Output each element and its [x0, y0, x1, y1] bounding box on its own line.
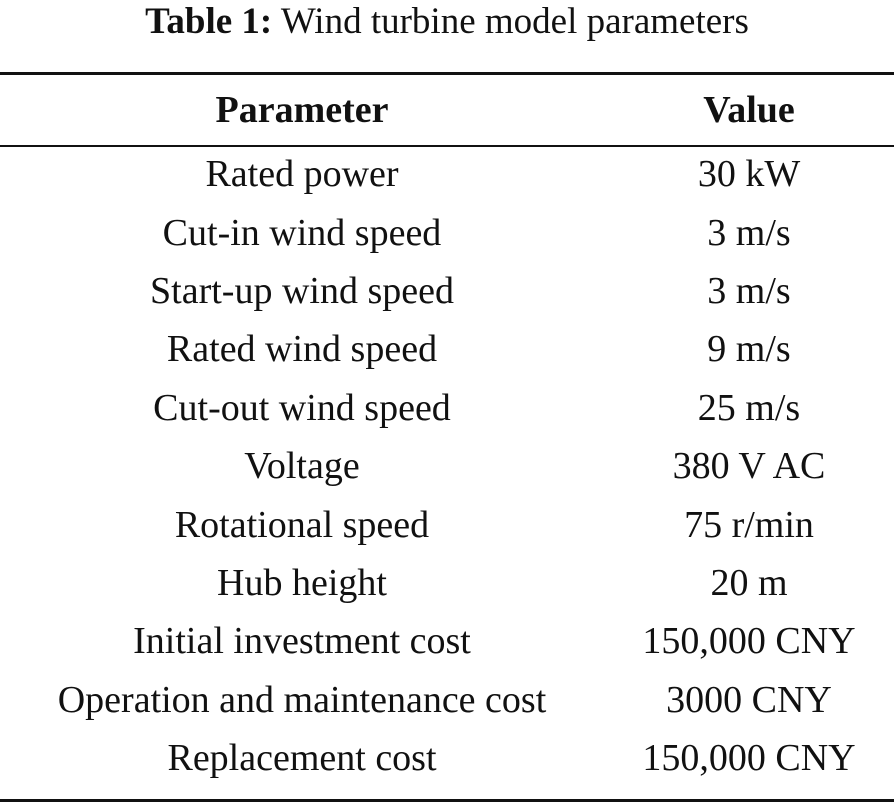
value-cell: 75 r/min — [684, 503, 814, 546]
table-row: Rated wind speed 9 m/s — [0, 320, 894, 378]
parameter-cell: Rotational speed — [174, 503, 430, 546]
parameter-cell: Start-up wind speed — [150, 269, 454, 312]
value-cell: 150,000 CNY — [642, 737, 856, 780]
table-row: Replacement cost 150,000 CNY — [0, 729, 894, 787]
value-cell: 380 V AC — [672, 445, 826, 488]
parameter-cell: Hub height — [217, 561, 387, 604]
header-parameter: Parameter — [215, 89, 389, 131]
parameter-cell: Initial investment cost — [133, 620, 471, 663]
table-row: Operation and maintenance cost 3000 CNY — [0, 671, 894, 729]
caption-label: Table 1: — [145, 1, 273, 42]
table-bottom-rule — [0, 799, 894, 802]
parameter-cell: Cut-in wind speed — [162, 211, 442, 254]
caption-text: Wind turbine model parameters — [280, 1, 749, 42]
parameter-cell: Cut-out wind speed — [153, 386, 451, 429]
value-cell: 30 kW — [697, 153, 801, 196]
table-row: Start-up wind speed 3 m/s — [0, 262, 894, 320]
value-cell: 3000 CNY — [666, 678, 832, 721]
value-cell: 150,000 CNY — [642, 620, 856, 663]
table-row: Hub height 20 m — [0, 554, 894, 612]
parameter-cell: Operation and maintenance cost — [57, 678, 547, 721]
value-cell: 9 m/s — [707, 328, 791, 371]
table-header-row: Parameter Value — [0, 75, 894, 145]
table-row: Initial investment cost 150,000 CNY — [0, 612, 894, 670]
table-row: Cut-out wind speed 25 m/s — [0, 379, 894, 437]
parameter-cell: Rated power — [205, 153, 399, 196]
parameter-cell: Rated wind speed — [166, 328, 438, 371]
parameter-cell: Replacement cost — [167, 737, 437, 780]
value-cell: 20 m — [710, 561, 788, 604]
value-cell: 25 m/s — [697, 386, 801, 429]
value-cell: 3 m/s — [707, 211, 791, 254]
table-top-rule — [0, 72, 894, 75]
table-caption: Table 1: Wind turbine model parameters — [0, 0, 894, 44]
table-row: Rated power 30 kW — [0, 145, 894, 203]
value-cell: 3 m/s — [707, 269, 791, 312]
parameters-table: Parameter Value Rated power 30 kW Cut-in… — [0, 75, 894, 787]
table-row: Rotational speed 75 r/min — [0, 495, 894, 553]
table-header-rule — [0, 145, 894, 147]
table-row: Cut-in wind speed 3 m/s — [0, 203, 894, 261]
header-value: Value — [703, 89, 795, 131]
parameter-cell: Voltage — [244, 445, 360, 488]
table-row: Voltage 380 V AC — [0, 437, 894, 495]
